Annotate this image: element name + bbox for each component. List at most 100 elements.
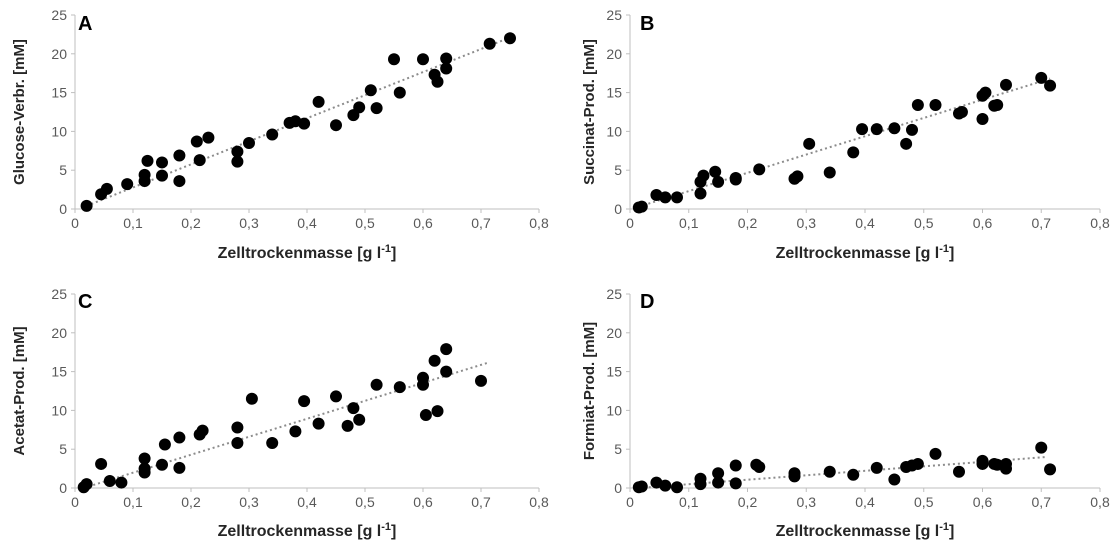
data-point xyxy=(1035,441,1048,454)
data-point xyxy=(431,405,444,418)
data-point xyxy=(115,476,128,489)
data-point xyxy=(900,137,913,150)
data-point xyxy=(635,480,648,493)
data-point xyxy=(417,378,429,391)
data-point xyxy=(266,128,279,141)
x-tick-label: 0,5 xyxy=(914,215,934,231)
data-point xyxy=(289,425,302,438)
data-point xyxy=(635,200,648,213)
x-tick-label: 0,2 xyxy=(181,494,201,510)
data-point xyxy=(976,112,989,125)
data-point xyxy=(298,117,311,130)
y-tick-label: 20 xyxy=(606,325,622,341)
x-tick-label: 0,1 xyxy=(123,494,143,510)
data-point xyxy=(95,457,108,470)
data-point xyxy=(870,123,883,136)
data-point xyxy=(671,191,683,204)
data-point xyxy=(953,465,965,478)
panel-letter: A xyxy=(78,13,92,35)
data-point xyxy=(856,123,869,136)
x-tick-label: 0,5 xyxy=(355,494,375,510)
x-tick-label: 0,3 xyxy=(239,494,259,510)
data-point xyxy=(341,419,354,432)
x-tick-label: 0,4 xyxy=(855,494,875,510)
data-point xyxy=(138,452,151,465)
y-tick-label: 10 xyxy=(606,402,622,418)
data-point xyxy=(393,381,406,394)
data-point xyxy=(103,475,116,488)
data-point xyxy=(847,468,860,481)
data-point xyxy=(1000,78,1012,91)
x-tick-label: 0,5 xyxy=(914,494,934,510)
x-tick-label: 0 xyxy=(71,494,79,510)
data-point xyxy=(911,99,924,112)
data-point xyxy=(1000,457,1012,470)
data-point xyxy=(138,175,151,188)
data-point xyxy=(156,156,168,169)
data-point xyxy=(440,52,453,65)
data-point xyxy=(156,458,168,471)
data-point xyxy=(729,173,742,186)
data-point xyxy=(298,395,311,408)
data-point xyxy=(196,424,209,437)
y-tick-label: 20 xyxy=(51,325,67,341)
data-point xyxy=(870,461,883,474)
y-tick-label: 0 xyxy=(614,480,622,496)
data-point xyxy=(231,436,244,449)
data-point xyxy=(979,86,992,99)
x-tick-label: 0,7 xyxy=(471,215,491,231)
data-point xyxy=(173,431,186,444)
x-tick-label: 0,2 xyxy=(738,215,758,231)
data-point xyxy=(440,365,453,378)
data-point xyxy=(245,392,258,405)
y-axis-label: Succinat-Prod. [mM] xyxy=(581,39,598,185)
x-axis-label: Zelltrockenmasse [g l-1] xyxy=(218,521,397,540)
y-tick-label: 10 xyxy=(51,402,67,418)
data-point xyxy=(955,106,968,118)
x-tick-label: 0 xyxy=(626,494,634,510)
data-point xyxy=(694,187,707,200)
x-tick-label: 0 xyxy=(71,215,79,231)
x-tick-label: 0,7 xyxy=(1032,494,1052,510)
data-point xyxy=(353,101,366,114)
x-tick-label: 0,2 xyxy=(738,494,758,510)
data-point xyxy=(440,343,453,356)
data-point xyxy=(712,175,725,188)
x-tick-label: 0,6 xyxy=(973,494,993,510)
data-point xyxy=(694,478,707,491)
y-tick-label: 25 xyxy=(51,7,67,23)
data-point xyxy=(138,466,151,479)
x-tick-label: 0,4 xyxy=(855,215,875,231)
data-point xyxy=(823,465,836,478)
data-point xyxy=(659,479,672,492)
x-tick-label: 0,8 xyxy=(1090,494,1110,510)
data-point xyxy=(193,154,206,167)
y-axis-label: Formiat-Prod. [mM] xyxy=(581,322,598,460)
data-point xyxy=(911,457,924,470)
data-point xyxy=(231,155,244,168)
data-point xyxy=(906,123,918,136)
data-point xyxy=(364,84,377,97)
data-point xyxy=(202,131,215,144)
data-point xyxy=(173,149,186,162)
data-point xyxy=(190,135,203,148)
data-point xyxy=(266,436,279,449)
data-point xyxy=(370,102,383,115)
data-point xyxy=(791,170,804,183)
x-tick-label: 0,4 xyxy=(297,215,317,231)
data-point xyxy=(100,182,113,195)
data-point xyxy=(312,417,325,430)
y-axis-label: Glucose-Verbr. [mM] xyxy=(11,39,28,185)
data-point xyxy=(729,477,742,490)
y-tick-label: 25 xyxy=(606,286,622,302)
data-point xyxy=(388,53,400,66)
data-point xyxy=(929,99,942,112)
x-tick-label: 0,6 xyxy=(973,215,993,231)
x-tick-label: 0 xyxy=(626,215,634,231)
data-point xyxy=(888,122,901,135)
panel-b: 0 0,1 0,2 0,3 0,4 0,5 0,6 0,7 0,8 0 5 10 15 20 25 B Zell… xyxy=(581,7,1110,262)
panel-letter: D xyxy=(640,291,654,313)
data-point xyxy=(729,459,742,472)
data-point xyxy=(659,191,672,204)
